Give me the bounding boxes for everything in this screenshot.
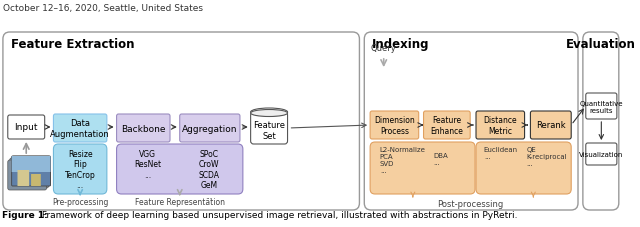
FancyBboxPatch shape bbox=[116, 144, 243, 194]
FancyBboxPatch shape bbox=[424, 111, 470, 139]
FancyBboxPatch shape bbox=[17, 170, 29, 186]
FancyBboxPatch shape bbox=[53, 114, 107, 142]
FancyBboxPatch shape bbox=[531, 111, 572, 139]
Text: Backbone: Backbone bbox=[121, 124, 166, 133]
FancyBboxPatch shape bbox=[12, 156, 51, 172]
Text: Post-processing: Post-processing bbox=[438, 200, 504, 209]
FancyBboxPatch shape bbox=[31, 174, 41, 186]
FancyBboxPatch shape bbox=[180, 114, 240, 142]
Text: Pre-processing: Pre-processing bbox=[52, 198, 108, 207]
FancyBboxPatch shape bbox=[3, 33, 360, 210]
Text: Quantitative
results: Quantitative results bbox=[580, 100, 623, 113]
Ellipse shape bbox=[251, 109, 287, 116]
FancyBboxPatch shape bbox=[12, 156, 51, 186]
Text: October 12–16, 2020, Seattle, United States: October 12–16, 2020, Seattle, United Sta… bbox=[3, 4, 203, 13]
Text: Feature Representation: Feature Representation bbox=[134, 198, 225, 207]
Text: Data
Augmentation: Data Augmentation bbox=[51, 119, 110, 138]
Text: Visualization: Visualization bbox=[579, 151, 623, 157]
FancyBboxPatch shape bbox=[586, 94, 617, 119]
FancyBboxPatch shape bbox=[476, 142, 572, 194]
Text: Resize
Flip
TenCrop
...: Resize Flip TenCrop ... bbox=[65, 149, 95, 189]
Text: L2-Normalize
PCA
SVD
...: L2-Normalize PCA SVD ... bbox=[380, 146, 426, 173]
FancyBboxPatch shape bbox=[583, 33, 619, 210]
Text: QE
K-reciprocal
...: QE K-reciprocal ... bbox=[527, 146, 567, 166]
Ellipse shape bbox=[251, 110, 287, 117]
FancyBboxPatch shape bbox=[8, 116, 45, 139]
Text: Rerank: Rerank bbox=[536, 121, 566, 130]
FancyBboxPatch shape bbox=[8, 160, 47, 190]
Text: Euclidean
...: Euclidean ... bbox=[484, 146, 518, 159]
Text: Dimension
Process: Dimension Process bbox=[374, 116, 415, 135]
FancyBboxPatch shape bbox=[10, 158, 49, 188]
Text: Indexing: Indexing bbox=[372, 38, 429, 51]
FancyBboxPatch shape bbox=[370, 111, 419, 139]
Text: DBA
...: DBA ... bbox=[433, 152, 448, 165]
Text: Aggregation: Aggregation bbox=[182, 124, 237, 133]
Text: Figure 1:: Figure 1: bbox=[2, 211, 48, 220]
FancyBboxPatch shape bbox=[251, 113, 287, 144]
Text: Framework of deep learning based unsupervised image retrieval, illustrated with : Framework of deep learning based unsuper… bbox=[39, 211, 517, 220]
Text: Input: Input bbox=[15, 123, 38, 132]
FancyBboxPatch shape bbox=[586, 143, 617, 165]
FancyBboxPatch shape bbox=[364, 33, 578, 210]
FancyBboxPatch shape bbox=[12, 156, 51, 186]
FancyBboxPatch shape bbox=[53, 144, 107, 194]
Text: Feature Extraction: Feature Extraction bbox=[11, 38, 134, 51]
Text: SPoC
CroW
SCDA
GeM
...: SPoC CroW SCDA GeM ... bbox=[198, 149, 220, 200]
Text: Distance
Metric: Distance Metric bbox=[483, 116, 517, 135]
Text: Evaluation: Evaluation bbox=[566, 38, 636, 51]
Text: Query: Query bbox=[371, 43, 397, 52]
FancyBboxPatch shape bbox=[476, 111, 525, 139]
Text: VGG
ResNet
...: VGG ResNet ... bbox=[134, 149, 161, 179]
FancyBboxPatch shape bbox=[116, 114, 170, 142]
Text: Feature
Set: Feature Set bbox=[253, 121, 285, 140]
Text: Feature
Enhance: Feature Enhance bbox=[431, 116, 463, 135]
FancyBboxPatch shape bbox=[370, 142, 475, 194]
